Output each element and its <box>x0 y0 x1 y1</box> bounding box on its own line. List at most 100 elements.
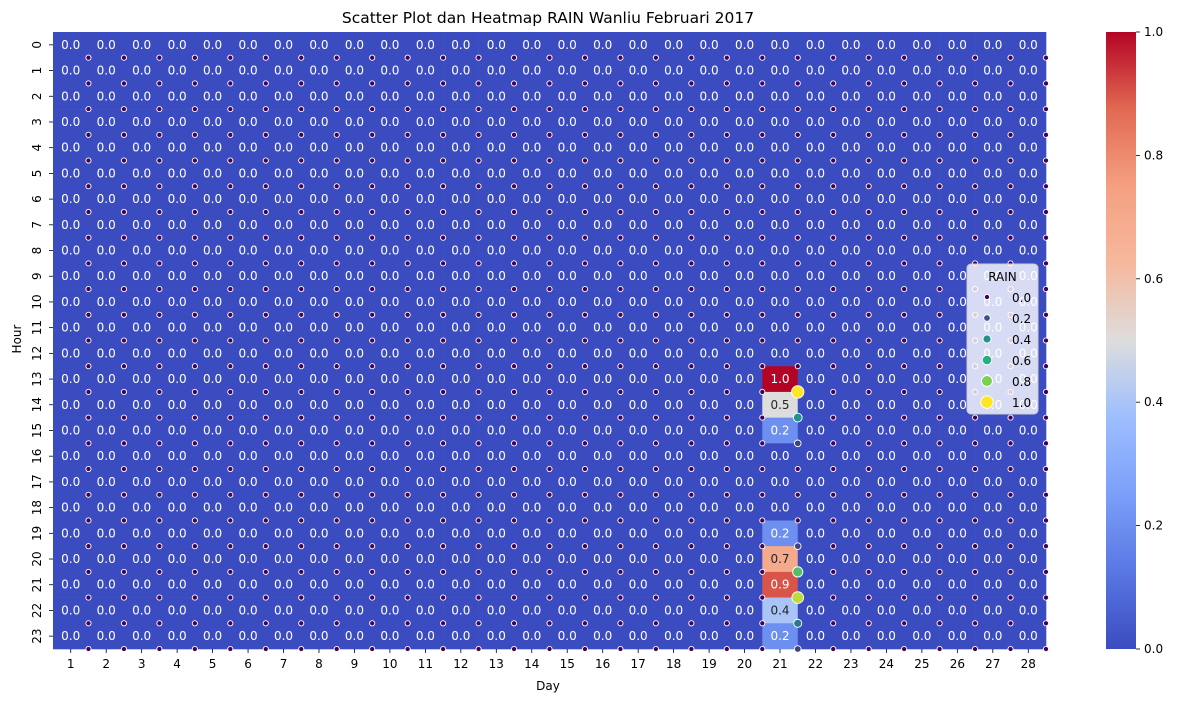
cell-value-label: 0.0 <box>1019 192 1038 206</box>
scatter-point <box>617 440 624 447</box>
heatmap-cell <box>230 83 267 110</box>
scatter-point <box>227 620 234 627</box>
heatmap-cell <box>514 186 550 213</box>
heatmap-cell <box>407 160 444 187</box>
heatmap-cell <box>230 469 267 496</box>
heatmap-cell <box>620 211 657 238</box>
heatmap-cell <box>1010 571 1047 598</box>
scatter-point <box>830 337 837 344</box>
x-tick-label: 28 <box>1021 657 1036 671</box>
heatmap-cell <box>762 211 799 238</box>
scatter-point <box>936 645 943 653</box>
scatter-point <box>156 131 163 138</box>
x-tick-label: 17 <box>631 657 646 671</box>
heatmap-cell <box>762 366 799 393</box>
heatmap-cell <box>88 417 125 444</box>
heatmap-cell <box>88 391 125 418</box>
cell-value-label: 0.0 <box>274 321 293 335</box>
heatmap-cell <box>726 520 763 547</box>
heatmap-cell <box>726 571 763 598</box>
heatmap-cell <box>514 83 550 110</box>
cell-value-label: 0.0 <box>558 603 577 617</box>
cell-value-label: 0.0 <box>841 115 860 129</box>
cell-value-label: 0.0 <box>309 141 328 155</box>
cell-value-label: 0.0 <box>61 475 80 489</box>
heatmap-cell <box>265 83 302 110</box>
scatter-point <box>120 260 127 267</box>
cell-value-label: 0.0 <box>239 372 258 386</box>
heatmap-cell <box>584 237 621 264</box>
heatmap-cell <box>443 623 479 650</box>
cell-value-label: 0.0 <box>380 269 399 283</box>
legend-label: 0.4 <box>1012 333 1031 347</box>
heatmap-cell <box>265 597 302 624</box>
heatmap-cell <box>88 520 125 547</box>
heatmap-cell <box>336 443 373 470</box>
cell-value-label: 0.0 <box>735 218 754 232</box>
heatmap-cell <box>336 237 373 264</box>
cell-value-label: 0.0 <box>700 603 719 617</box>
cell-value-label: 0.0 <box>948 578 967 592</box>
heatmap-cell <box>833 57 869 84</box>
heatmap-cell <box>762 57 799 84</box>
y-tick-label: 3 <box>30 118 44 126</box>
heatmap-cell <box>620 571 657 598</box>
scatter-point <box>794 106 801 113</box>
heatmap-cell <box>336 57 373 84</box>
cell-value-label: 0.0 <box>841 449 860 463</box>
heatmap-cell <box>797 160 834 187</box>
heatmap-cell <box>584 289 621 316</box>
scatter-point <box>85 465 92 473</box>
scatter-point <box>617 286 624 293</box>
colorbar-tick-label: 0.8 <box>1144 148 1163 162</box>
heatmap-cell <box>868 520 905 547</box>
heatmap-cell <box>904 83 940 110</box>
heatmap-cell <box>514 623 550 650</box>
heatmap-cell <box>265 469 302 496</box>
heatmap-cell <box>372 417 408 444</box>
cell-value-label: 0.0 <box>735 372 754 386</box>
scatter-point <box>227 363 234 370</box>
cell-value-label: 0.0 <box>664 141 683 155</box>
scatter-point <box>85 568 92 575</box>
heatmap-cell <box>407 443 444 470</box>
scatter-point <box>120 157 127 164</box>
heatmap-cell <box>833 263 869 290</box>
cell-value-label: 0.0 <box>451 89 470 103</box>
cell-value-label: 0.0 <box>700 295 719 309</box>
cell-value-label: 0.0 <box>309 603 328 617</box>
cell-value-label: 0.0 <box>912 603 931 617</box>
cell-value-label: 0.0 <box>416 89 435 103</box>
scatter-point <box>333 414 340 421</box>
scatter-point <box>369 106 376 113</box>
cell-value-label: 0.0 <box>309 321 328 335</box>
scatter-point <box>688 517 695 524</box>
scatter-point <box>723 208 730 216</box>
cell-value-label: 0.0 <box>522 346 541 360</box>
cell-value-label: 0.0 <box>806 64 825 78</box>
heatmap-cell <box>904 134 940 161</box>
scatter-point <box>581 106 589 113</box>
cell-value-label: 0.0 <box>877 192 896 206</box>
scatter-point <box>1042 491 1050 498</box>
cell-value-label: 0.0 <box>558 89 577 103</box>
cell-value-label: 0.0 <box>948 192 967 206</box>
cell-value-label: 0.0 <box>593 321 612 335</box>
heatmap-cell <box>655 520 692 547</box>
cell-value-label: 0.0 <box>203 218 222 232</box>
heatmap-cell <box>478 366 515 393</box>
cell-value-label: 0.0 <box>841 603 860 617</box>
scatter-point <box>262 414 269 421</box>
cell-value-label: 0.0 <box>487 423 506 437</box>
scatter-point <box>227 568 234 575</box>
heatmap-cell <box>549 597 586 624</box>
heatmap-cell <box>833 597 869 624</box>
heatmap-cell <box>549 211 586 238</box>
heatmap-cell <box>123 571 160 598</box>
scatter-point <box>510 388 518 395</box>
cell-value-label: 0.0 <box>380 89 399 103</box>
cell-value-label: 0.0 <box>309 115 328 129</box>
cell-value-label: 0.0 <box>629 192 648 206</box>
heatmap-cell <box>301 469 338 496</box>
cell-value-label: 0.0 <box>203 603 222 617</box>
